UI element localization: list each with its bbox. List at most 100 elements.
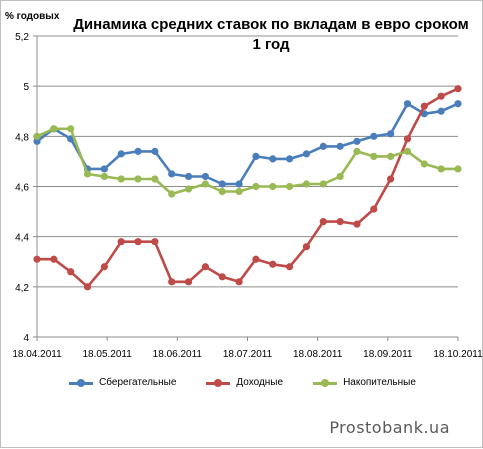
- data-point-savings: [387, 130, 395, 138]
- y-tick-label: 4,6: [15, 183, 29, 194]
- data-point-accumulative: [100, 172, 108, 181]
- data-point-income: [286, 263, 294, 271]
- data-point-accumulative: [168, 190, 176, 198]
- data-point-accumulative: [235, 187, 243, 196]
- data-point-accumulative: [437, 165, 445, 173]
- y-tick-label: 4: [23, 333, 29, 344]
- legend-marker-income: [214, 378, 223, 387]
- data-point-accumulative: [403, 147, 412, 155]
- data-point-accumulative: [319, 180, 327, 188]
- legend: Сберегательные Доходные Накопительные: [1, 377, 483, 388]
- series-line-accumulative: [36, 127, 458, 196]
- data-point-income: [437, 92, 445, 100]
- data-point-savings: [269, 155, 277, 163]
- data-point-savings: [302, 150, 311, 158]
- data-point-income: [336, 218, 344, 226]
- y-tick-label: 4,8: [15, 132, 29, 143]
- data-point-income: [184, 278, 193, 286]
- data-point-accumulative: [117, 175, 125, 183]
- data-point-savings: [134, 147, 142, 155]
- data-point-savings: [403, 100, 412, 108]
- data-point-income: [403, 135, 412, 143]
- data-point-savings: [353, 137, 361, 145]
- data-point-accumulative: [83, 170, 92, 178]
- data-point-savings: [117, 150, 125, 158]
- data-point-savings: [286, 155, 294, 163]
- data-point-savings: [33, 137, 41, 145]
- data-point-income: [67, 268, 75, 276]
- data-point-accumulative: [151, 175, 159, 183]
- data-point-income: [302, 243, 311, 251]
- data-point-savings: [252, 152, 260, 160]
- x-tick-label: 18.06.2011: [153, 349, 203, 360]
- data-point-income: [387, 175, 395, 183]
- y-tick-label: 4,4: [15, 233, 29, 244]
- data-point-accumulative: [201, 180, 209, 188]
- watermark: Prostobank.ua: [329, 418, 450, 437]
- data-point-income: [235, 278, 243, 286]
- data-point-savings: [168, 170, 176, 178]
- data-point-accumulative: [370, 152, 378, 160]
- legend-item-accumulative: Накопительные: [313, 377, 416, 388]
- data-point-accumulative: [269, 182, 277, 191]
- chart-title-line-1: Динамика средних ставок по вкладам в евр…: [73, 16, 469, 33]
- legend-label-savings: Сберегательные: [99, 377, 177, 388]
- legend-marker-accumulative: [321, 378, 330, 387]
- data-point-savings: [201, 172, 209, 181]
- y-tick-label: 4,2: [15, 283, 29, 294]
- data-point-income: [370, 205, 378, 213]
- data-point-income: [252, 255, 260, 263]
- data-point-income: [33, 255, 41, 263]
- data-point-accumulative: [353, 147, 361, 155]
- data-point-income: [50, 255, 58, 263]
- data-point-income: [151, 238, 159, 246]
- data-point-accumulative: [218, 187, 226, 196]
- data-point-accumulative: [33, 132, 41, 140]
- data-point-accumulative: [67, 125, 75, 133]
- data-point-accumulative: [387, 152, 395, 160]
- series-line-income: [37, 87, 459, 289]
- data-point-income: [117, 238, 125, 246]
- data-point-savings: [370, 132, 378, 140]
- x-tick-label: 18.09.2011: [363, 349, 413, 360]
- data-point-income: [201, 263, 209, 271]
- data-point-income: [353, 220, 361, 228]
- data-point-accumulative: [454, 165, 462, 173]
- data-point-income: [454, 85, 462, 93]
- data-point-accumulative: [252, 182, 260, 191]
- y-tick-label: 5: [23, 82, 29, 93]
- data-point-savings: [184, 172, 193, 181]
- data-point-accumulative: [184, 185, 193, 193]
- data-point-savings: [454, 100, 462, 108]
- x-tick-label: 18.04.2011: [12, 349, 62, 360]
- data-point-savings: [437, 107, 445, 115]
- data-point-accumulative: [50, 125, 58, 133]
- data-point-savings: [336, 142, 344, 150]
- x-tick-label: 18.05.2011: [83, 349, 133, 360]
- data-point-accumulative: [420, 160, 428, 168]
- legend-item-savings: Сберегательные: [69, 377, 176, 388]
- legend-label-accumulative: Накопительные: [343, 377, 416, 388]
- data-point-savings: [218, 180, 226, 188]
- data-point-accumulative: [134, 175, 142, 183]
- x-tick-label: 18.08.2011: [293, 349, 343, 360]
- data-point-income: [218, 273, 226, 281]
- data-point-savings: [319, 142, 327, 150]
- chart-title: Динамика средних ставок по вкладам в евр…: [61, 15, 481, 55]
- y-tick-label: 5,2: [15, 32, 29, 43]
- data-point-income: [420, 102, 428, 110]
- legend-label-income: Доходные: [236, 377, 284, 388]
- legend-marker-savings: [77, 378, 86, 387]
- data-point-savings: [235, 180, 243, 188]
- x-tick-label: 18.10.2011: [433, 349, 483, 360]
- y-axis-label: % годовых: [5, 11, 60, 22]
- legend-swatch-savings: [69, 378, 94, 387]
- data-point-accumulative: [336, 172, 344, 181]
- chart-title-line-2: 1 год: [252, 36, 290, 53]
- legend-item-income: Доходные: [206, 377, 283, 388]
- data-point-income: [319, 218, 327, 226]
- data-point-income: [100, 263, 108, 271]
- x-tick-label: 18.07.2011: [223, 349, 273, 360]
